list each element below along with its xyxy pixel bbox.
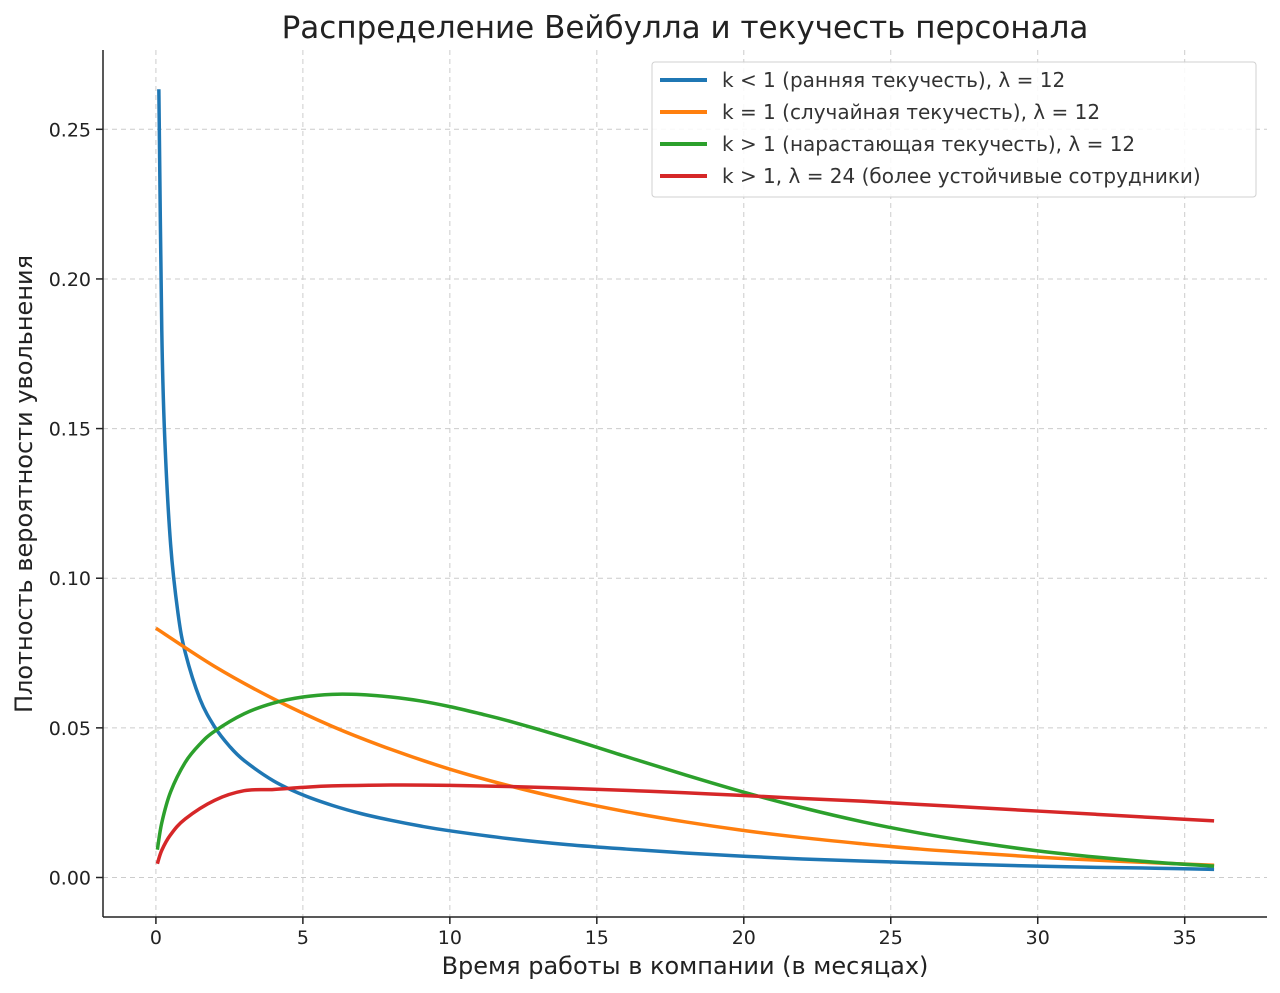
x-ticks: 0 5 10 15 20 25 30 35 — [150, 917, 1197, 949]
legend-item: k < 1 (ранняя текучесть), λ = 12 — [660, 68, 1065, 92]
x-tick-label: 25 — [879, 927, 903, 949]
series-layer — [154, 89, 1215, 872]
x-tick-label: 5 — [297, 927, 309, 949]
x-tick-label: 10 — [438, 927, 462, 949]
x-tick-label: 15 — [585, 927, 609, 949]
y-tick-label: 0.25 — [49, 119, 91, 141]
legend-item: k > 1, λ = 24 (более устойчивые сотрудни… — [660, 164, 1201, 188]
y-tick-label: 0.15 — [49, 419, 91, 441]
x-tick-label: 20 — [732, 927, 756, 949]
series-line-stable-employees — [155, 783, 1215, 865]
y-tick-label: 0.00 — [49, 867, 91, 889]
series-line-early-turnover — [157, 89, 1215, 872]
legend-label: k = 1 (случайная текучесть), λ = 12 — [722, 100, 1100, 124]
x-tick-label: 0 — [150, 927, 162, 949]
legend-item: k > 1 (нарастающая текучесть), λ = 12 — [660, 132, 1135, 156]
x-tick-label: 30 — [1026, 927, 1050, 949]
y-tick-label: 0.05 — [49, 718, 91, 740]
x-tick-label: 35 — [1173, 927, 1197, 949]
y-axis-label: Плотность вероятности увольнения — [10, 255, 38, 713]
y-ticks: 0.00 0.05 0.10 0.15 0.20 0.25 — [49, 119, 103, 889]
y-tick-label: 0.10 — [49, 568, 91, 590]
x-axis-label: Время работы в компании (в месяцах) — [442, 952, 929, 980]
legend-label: k < 1 (ранняя текучесть), λ = 12 — [722, 68, 1065, 92]
legend-label: k > 1, λ = 24 (более устойчивые сотрудни… — [722, 164, 1201, 188]
legend-frame — [651, 61, 1257, 198]
chart-title: Распределение Вейбулла и текучесть персо… — [282, 10, 1089, 46]
y-tick-label: 0.20 — [49, 269, 91, 291]
legend-label: k > 1 (нарастающая текучесть), λ = 12 — [722, 132, 1135, 156]
legend: k < 1 (ранняя текучесть), λ = 12 k = 1 (… — [651, 61, 1257, 198]
series-line-random-turnover — [154, 626, 1215, 867]
legend-item: k = 1 (случайная текучесть), λ = 12 — [660, 100, 1100, 124]
series-line-increasing-turnover — [155, 692, 1215, 868]
